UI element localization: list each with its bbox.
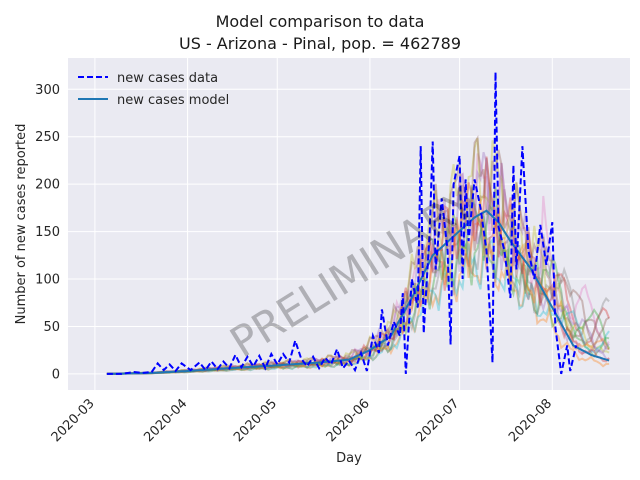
chart-subtitle: US - Arizona - Pinal, pop. = 462789 <box>178 34 461 53</box>
y-axis-label: Number of new cases reported <box>14 124 29 325</box>
y-tick-label: 50 <box>43 320 60 335</box>
y-tick-label: 100 <box>35 273 60 288</box>
legend: new cases data new cases model <box>78 71 229 108</box>
x-tick-label: 2020-05 <box>231 396 280 445</box>
chart-title: Model comparison to data <box>215 12 425 31</box>
legend-label: new cases model <box>117 93 229 108</box>
y-tick-label: 200 <box>35 178 60 193</box>
legend-label: new cases data <box>117 71 218 86</box>
x-tick-label: 2020-08 <box>506 396 555 445</box>
x-tick-label: 2020-07 <box>413 396 462 445</box>
x-tick-label: 2020-04 <box>141 396 190 445</box>
x-tick-label: 2020-03 <box>49 396 98 445</box>
y-tick-label: 250 <box>35 130 60 145</box>
x-tick-label: 2020-06 <box>324 396 373 445</box>
y-tick-label: 150 <box>35 225 60 240</box>
x-axis-label: Day <box>336 451 362 466</box>
plot-area <box>68 58 630 390</box>
y-tick-label: 0 <box>52 367 60 382</box>
y-tick-label: 300 <box>35 83 60 98</box>
model-ensemble <box>106 72 611 375</box>
